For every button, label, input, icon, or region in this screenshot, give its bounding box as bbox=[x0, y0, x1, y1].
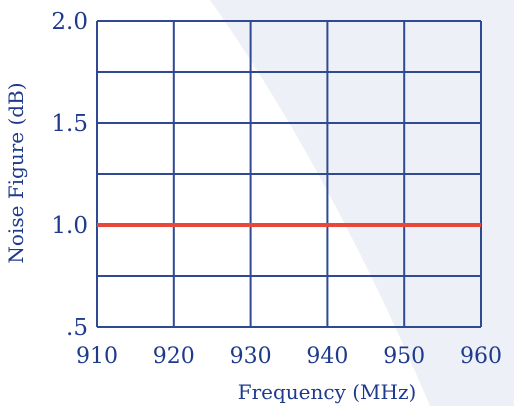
y-tick-label: 1.5 bbox=[51, 111, 88, 137]
background-swoosh bbox=[210, 0, 514, 406]
x-tick-label: 920 bbox=[153, 344, 195, 369]
x-tick-label: 940 bbox=[306, 344, 348, 369]
x-axis-label: Frequency (MHz) bbox=[238, 380, 417, 404]
y-tick-label: 2.0 bbox=[51, 9, 88, 35]
y-tick-labels: .5 1.0 1.5 2.0 bbox=[51, 9, 88, 341]
y-tick-label: .5 bbox=[66, 315, 88, 341]
x-tick-label: 960 bbox=[460, 344, 502, 369]
x-tick-label: 930 bbox=[230, 344, 272, 369]
y-tick-label: 1.0 bbox=[51, 213, 88, 239]
x-tick-label: 910 bbox=[76, 344, 118, 369]
y-axis-label: Noise Figure (dB) bbox=[4, 82, 28, 263]
x-tick-label: 950 bbox=[383, 344, 425, 369]
x-tick-labels: 910 920 930 940 950 960 bbox=[76, 344, 502, 369]
